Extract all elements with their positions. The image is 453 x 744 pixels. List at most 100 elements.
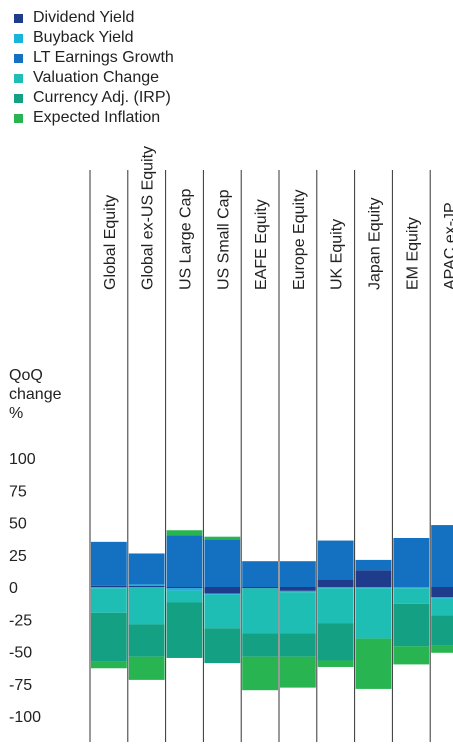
- bar-segment: [393, 603, 430, 647]
- legend-swatch: [14, 13, 23, 23]
- legend-item: Expected Inflation: [14, 108, 174, 128]
- bar-segment: [355, 559, 392, 571]
- bar-segment: [393, 646, 430, 665]
- bar-segment: [242, 561, 278, 587]
- legend-swatch: [14, 33, 23, 43]
- bar-segment: [280, 587, 316, 591]
- bar-segment: [128, 553, 165, 585]
- category-label: EAFE Equity: [253, 199, 270, 290]
- legend-label: LT Earnings Growth: [33, 49, 174, 66]
- category-label: US Large Cap: [178, 189, 195, 290]
- legend-item: LT Earnings Growth: [14, 48, 174, 68]
- y-axis-label: QoQ change %: [9, 366, 62, 423]
- bar-segment: [431, 587, 453, 598]
- bar-segment: [204, 593, 241, 595]
- bar-segment: [242, 588, 278, 634]
- y-tick-label: -75: [9, 677, 32, 694]
- legend-item: Valuation Change: [14, 68, 174, 88]
- bar-segment: [242, 633, 278, 657]
- bar-segment: [431, 615, 453, 646]
- category-label: Global ex-US Equity: [140, 146, 157, 290]
- bar-segment: [91, 588, 127, 613]
- bar-segment: [355, 570, 392, 587]
- bar-segment: [204, 536, 241, 540]
- bar-segment: [280, 592, 316, 634]
- legend-label: Buyback Yield: [33, 29, 134, 46]
- bar-segment: [280, 590, 316, 593]
- legend-label: Valuation Change: [33, 69, 160, 86]
- bar-segment: [393, 587, 430, 589]
- category-label: Europe Equity: [291, 189, 308, 290]
- bar-segment: [355, 638, 392, 689]
- legend-swatch: [14, 93, 23, 103]
- bar-segment: [431, 525, 453, 587]
- bar-segment: [355, 588, 392, 639]
- category-label: EM Equity: [404, 217, 421, 290]
- legend-label: Dividend Yield: [33, 9, 135, 26]
- bar-segment: [280, 633, 316, 657]
- bar-segment: [431, 598, 453, 616]
- bar-segment: [128, 584, 165, 586]
- bar-segment: [204, 628, 241, 664]
- bar-segment: [166, 530, 203, 536]
- y-tick-label: 0: [9, 580, 18, 597]
- bar-segment: [242, 587, 278, 589]
- bar-segment: [166, 535, 203, 587]
- legend-label: Expected Inflation: [33, 109, 161, 126]
- category-label: APAC ex-JP: [442, 202, 453, 290]
- bar-segment: [431, 645, 453, 653]
- bar-segment: [128, 585, 165, 587]
- bar-segment: [317, 579, 354, 587]
- bar-segment: [166, 602, 203, 658]
- bar-segment: [317, 540, 354, 580]
- y-tick-label: 25: [9, 548, 27, 565]
- y-axis-label-line: QoQ: [9, 367, 43, 384]
- bar-segment: [91, 541, 127, 586]
- bar-segment: [128, 587, 165, 625]
- y-tick-label: 50: [9, 516, 27, 533]
- bar-segment: [280, 656, 316, 688]
- y-tick-label: -100: [9, 709, 41, 726]
- bar-segment: [91, 661, 127, 669]
- bar-segment: [128, 656, 165, 680]
- legend-label: Currency Adj. (IRP): [33, 89, 171, 106]
- y-tick-label: -50: [9, 645, 32, 662]
- y-tick-label: -25: [9, 612, 32, 629]
- legend-item: Currency Adj. (IRP): [14, 88, 174, 108]
- bar-segment: [91, 585, 127, 587]
- bar-segment: [317, 623, 354, 661]
- bar-segment: [128, 624, 165, 657]
- legend: Dividend Yield Buyback Yield LT Earnings G…: [14, 8, 174, 128]
- bar-segment: [242, 656, 278, 691]
- legend-swatch: [14, 73, 23, 83]
- bar-segment: [280, 561, 316, 587]
- y-axis-label-line: change: [9, 386, 62, 403]
- bar-segment: [317, 660, 354, 667]
- category-label: UK Equity: [329, 219, 346, 290]
- y-tick-label: 75: [9, 483, 27, 500]
- legend-item: Dividend Yield: [14, 8, 174, 28]
- bar-segment: [393, 588, 430, 604]
- category-label: Global Equity: [102, 195, 119, 290]
- bar-segment: [393, 537, 430, 587]
- bar-segment: [431, 597, 453, 599]
- legend-swatch: [14, 113, 23, 123]
- bar-segment: [204, 594, 241, 629]
- category-label: Japan Equity: [367, 197, 384, 290]
- bar-segment: [317, 588, 354, 624]
- bar-segment: [166, 588, 203, 591]
- bar-segment: [166, 590, 203, 603]
- bar-segment: [204, 539, 241, 587]
- bar-segment: [91, 612, 127, 662]
- category-label: US Small Cap: [215, 189, 232, 290]
- y-axis-label-line: %: [9, 405, 24, 422]
- legend-item: Buyback Yield: [14, 28, 174, 48]
- bar-segment: [91, 587, 127, 589]
- bar-segment: [355, 587, 392, 589]
- legend-swatch: [14, 53, 23, 63]
- y-tick-label: 100: [9, 451, 36, 468]
- bar-segment: [166, 587, 203, 589]
- bar-segment: [317, 587, 354, 589]
- bar-segment: [204, 587, 241, 594]
